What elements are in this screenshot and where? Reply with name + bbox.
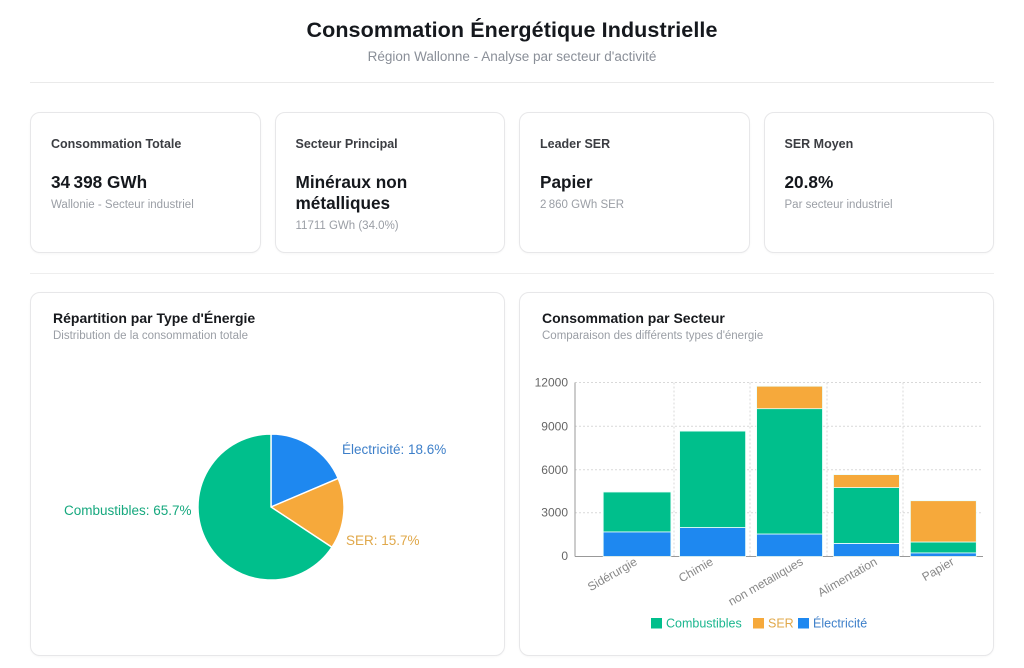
svg-text:0: 0 (561, 549, 568, 563)
svg-text:Électricité: Électricité (813, 615, 867, 630)
svg-text:SER: 15.7%: SER: 15.7% (346, 533, 420, 548)
svg-text:Papier: Papier (919, 554, 956, 583)
svg-text:Alimentation: Alimentation (815, 554, 879, 599)
svg-text:Électricité: 18.6%: Électricité: 18.6% (342, 442, 446, 457)
svg-text:SER: SER (768, 616, 794, 630)
svg-text:12000: 12000 (535, 375, 569, 389)
svg-text:Combustibles: Combustibles (666, 616, 742, 630)
svg-text:6000: 6000 (541, 462, 568, 476)
svg-text:3000: 3000 (541, 505, 568, 519)
svg-text:Sidérurgie: Sidérurgie (585, 554, 640, 594)
svg-text:non métalliques: non métalliques (726, 554, 806, 608)
svg-text:9000: 9000 (541, 419, 568, 433)
svg-text:Combustibles: 65.7%: Combustibles: 65.7% (64, 503, 192, 518)
svg-text:Chimie: Chimie (676, 554, 716, 585)
